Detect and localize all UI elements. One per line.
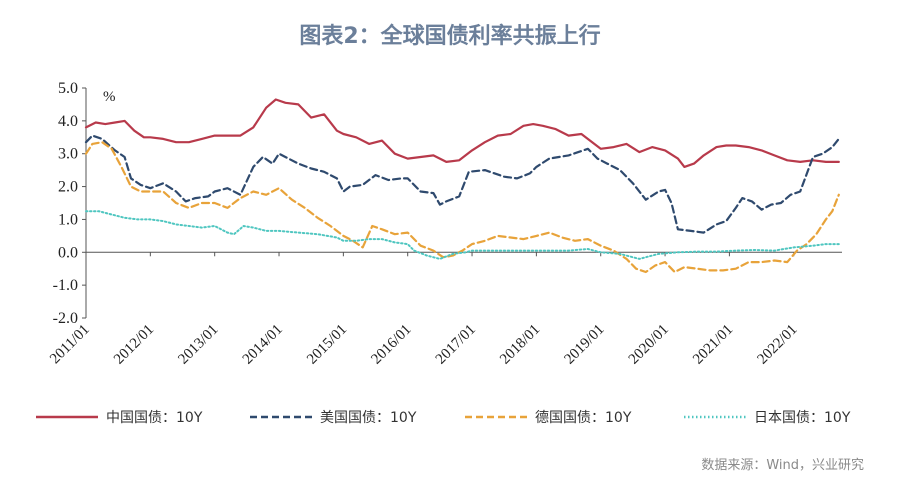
y-tick-label: -1.0	[53, 277, 78, 294]
legend-label-germany: 德国国债：10Y	[535, 410, 632, 426]
x-tick-label: 2018/01	[497, 322, 543, 368]
series-layer	[84, 98, 840, 274]
series-line-us	[84, 134, 840, 234]
legend-label-japan: 日本国债：10Y	[754, 410, 851, 426]
x-tick-label: 2011/01	[47, 322, 93, 368]
x-tick-label: 2015/01	[304, 322, 350, 368]
x-tick-label: 2021/01	[690, 322, 736, 368]
y-tick-label: -2.0	[53, 310, 78, 327]
series-line-china	[84, 98, 840, 168]
x-tick-label: 2012/01	[111, 322, 157, 368]
series-line-japan	[85, 210, 840, 260]
y-tick-label: 5.0	[58, 80, 78, 97]
series-line-germany	[84, 141, 840, 274]
y-tick-label: 3.0	[58, 146, 78, 163]
y-tick-label: 2.0	[58, 179, 78, 196]
x-tick-label: 2016/01	[368, 322, 414, 368]
source-note: 数据来源：Wind，兴业研究	[701, 458, 864, 473]
x-tick-label: 2019/01	[561, 322, 607, 368]
legend-label-us: 美国国债：10Y	[320, 410, 417, 426]
y-unit-label: %	[103, 89, 116, 105]
chart-title: 图表2：全球国债利率共振上行	[299, 24, 601, 49]
legend-label-china: 中国国债：10Y	[106, 410, 203, 426]
x-tick-label: 2020/01	[626, 322, 672, 368]
x-tick-label: 2022/01	[754, 322, 800, 368]
x-tick-label: 2014/01	[240, 322, 286, 368]
y-tick-label: 1.0	[58, 211, 78, 228]
legend: 中国国债：10Y 美国国债：10Y 德国国债：10Y 日本国债：10Y	[36, 410, 851, 426]
x-tick-label: 2013/01	[175, 322, 221, 368]
x-tick-label: 2017/01	[433, 322, 479, 368]
y-tick-label: 4.0	[58, 113, 78, 130]
y-tick-label: 0.0	[58, 244, 78, 261]
